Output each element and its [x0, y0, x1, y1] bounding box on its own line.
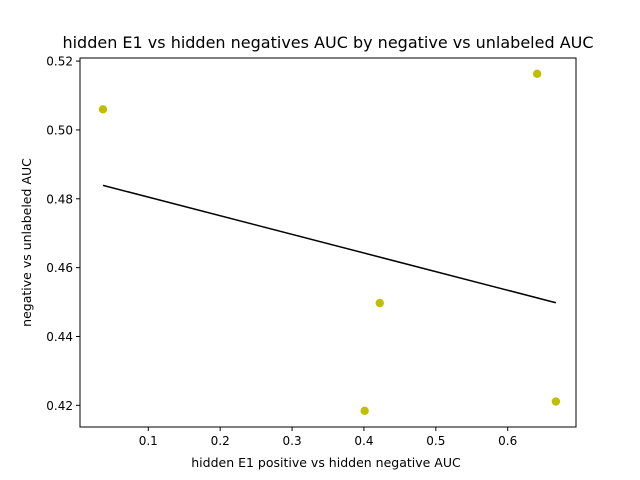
- y-tick-label: 0.46: [46, 261, 73, 275]
- y-tick-label: 0.42: [46, 399, 73, 413]
- x-tick-label: 0.5: [426, 434, 445, 448]
- trend-line-layer: [102, 184, 557, 304]
- x-tick-label: 0.6: [498, 434, 517, 448]
- y-tick-label: 0.52: [46, 55, 73, 69]
- y-tick-label: 0.48: [46, 192, 73, 206]
- y-axis: 0.42 0.44 0.46 0.48 0.50 0.52: [46, 55, 80, 413]
- x-tick-label: 0.4: [354, 434, 373, 448]
- y-tick-label: 0.44: [46, 330, 73, 344]
- x-tick-label: 0.3: [283, 434, 302, 448]
- y-axis-label: negative vs unlabeled AUC: [19, 158, 34, 327]
- data-point: [360, 406, 369, 416]
- x-tick-label: 0.2: [211, 434, 230, 448]
- x-axis: 0.1 0.2 0.3 0.4 0.5 0.6: [139, 427, 517, 448]
- data-point: [532, 69, 542, 79]
- regression-line: [102, 184, 557, 304]
- x-tick-label: 0.1: [139, 434, 158, 448]
- y-tick-label: 0.50: [46, 123, 73, 137]
- data-point: [551, 397, 561, 406]
- data-point: [98, 105, 108, 114]
- data-point: [375, 298, 384, 308]
- data-points-layer: [98, 69, 561, 416]
- plot-area-frame: [79, 57, 577, 428]
- x-axis-label: hidden E1 positive vs hidden negative AU…: [191, 455, 461, 470]
- chart-title: hidden E1 vs hidden negatives AUC by neg…: [62, 33, 593, 52]
